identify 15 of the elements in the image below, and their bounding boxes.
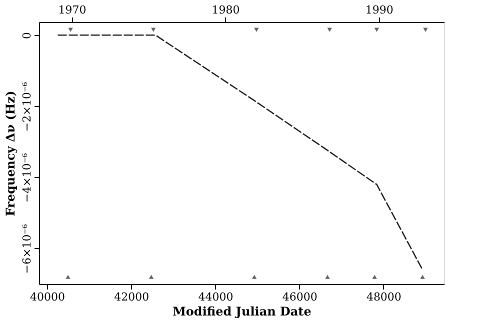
x2-tick-label: 1970 bbox=[58, 4, 86, 16]
y-tick-label: −4×10⁻⁶ bbox=[20, 152, 34, 203]
x-tick-label: 40000 bbox=[30, 290, 65, 304]
x2-tick-label: 1990 bbox=[365, 4, 394, 16]
y-axis-title: Frequency Δν (Hz) bbox=[4, 90, 18, 216]
x-tick-label: 46000 bbox=[282, 290, 318, 304]
x-tick-label: 42000 bbox=[114, 290, 150, 304]
x-axis-title: Modified Julian Date bbox=[172, 304, 312, 318]
y-tick-label: 0 bbox=[20, 32, 34, 40]
y-tick-label: −6×10⁻⁶ bbox=[20, 224, 34, 274]
x2-tick-label: 1980 bbox=[212, 4, 240, 16]
line-series bbox=[57, 34, 424, 270]
y-tick-label: −2×10⁻⁶ bbox=[20, 81, 34, 132]
x-tick-label: 44000 bbox=[198, 290, 234, 304]
x-tick-label: 48000 bbox=[366, 290, 402, 304]
